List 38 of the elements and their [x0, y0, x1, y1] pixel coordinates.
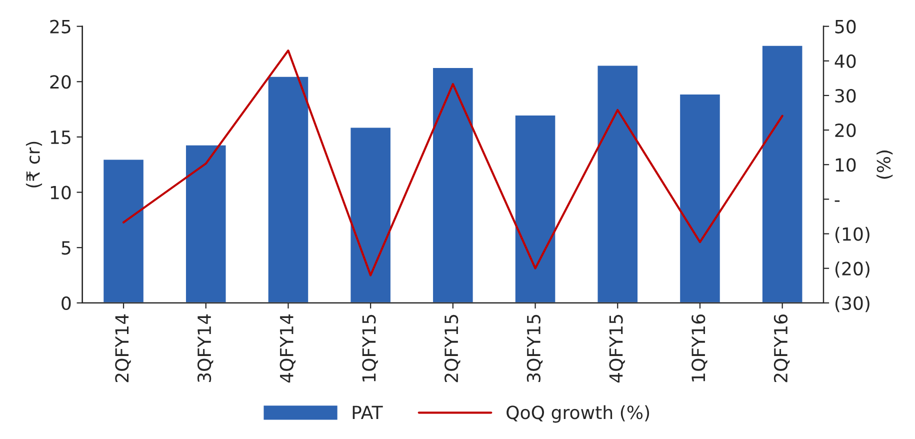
y2-tick-label: 20 — [835, 124, 856, 138]
y2-tick-label: (20) — [835, 262, 870, 278]
bar — [349, 126, 392, 303]
x-tick-label: 3QFY14 — [197, 314, 214, 382]
bar — [761, 44, 804, 303]
y2-tick-label: 10 — [836, 158, 856, 172]
y2-tick-label: 40 — [834, 54, 856, 68]
y-axis-title: (₹ cr) — [26, 142, 42, 188]
bar — [678, 93, 722, 303]
bar — [596, 64, 639, 303]
bar — [266, 75, 310, 303]
x-tick-label: 2QFY14 — [115, 314, 131, 382]
y-tick-label: 5 — [62, 241, 70, 255]
legend-label: QoQ growth (%) — [506, 405, 650, 423]
x-tick-label: 2QFY15 — [444, 314, 460, 382]
line-series — [122, 49, 784, 276]
y2-tick-label: (10) — [835, 226, 870, 244]
y2-tick-label: 50 — [835, 20, 856, 34]
x-tick-label: 2QFY16 — [774, 314, 790, 382]
bar — [514, 114, 557, 303]
bar — [184, 144, 228, 303]
x-tick-label: 3QFY15 — [526, 314, 543, 382]
x-tick-label: 4QFY15 — [609, 314, 625, 383]
y2-tick-label: (30) — [835, 296, 870, 312]
bar — [432, 66, 474, 303]
x-tick-label: 1QFY15 — [362, 314, 378, 382]
y2-tick-label: - — [834, 200, 840, 202]
y-tick-label: 15 — [50, 130, 70, 144]
legend-label: PAT — [352, 406, 383, 419]
bar — [102, 158, 145, 303]
y2-axis-title: (%) — [876, 150, 893, 179]
y2-tick-label: 30 — [835, 88, 856, 103]
x-tick-label: 1QFY16 — [692, 314, 708, 382]
y-tick-label: 25 — [50, 20, 70, 34]
y-tick-label: 0 — [62, 296, 71, 310]
y-tick-label: 10 — [50, 186, 71, 200]
x-tick-label: 4QFY14 — [280, 314, 296, 383]
y-tick-label: 20 — [50, 75, 71, 89]
